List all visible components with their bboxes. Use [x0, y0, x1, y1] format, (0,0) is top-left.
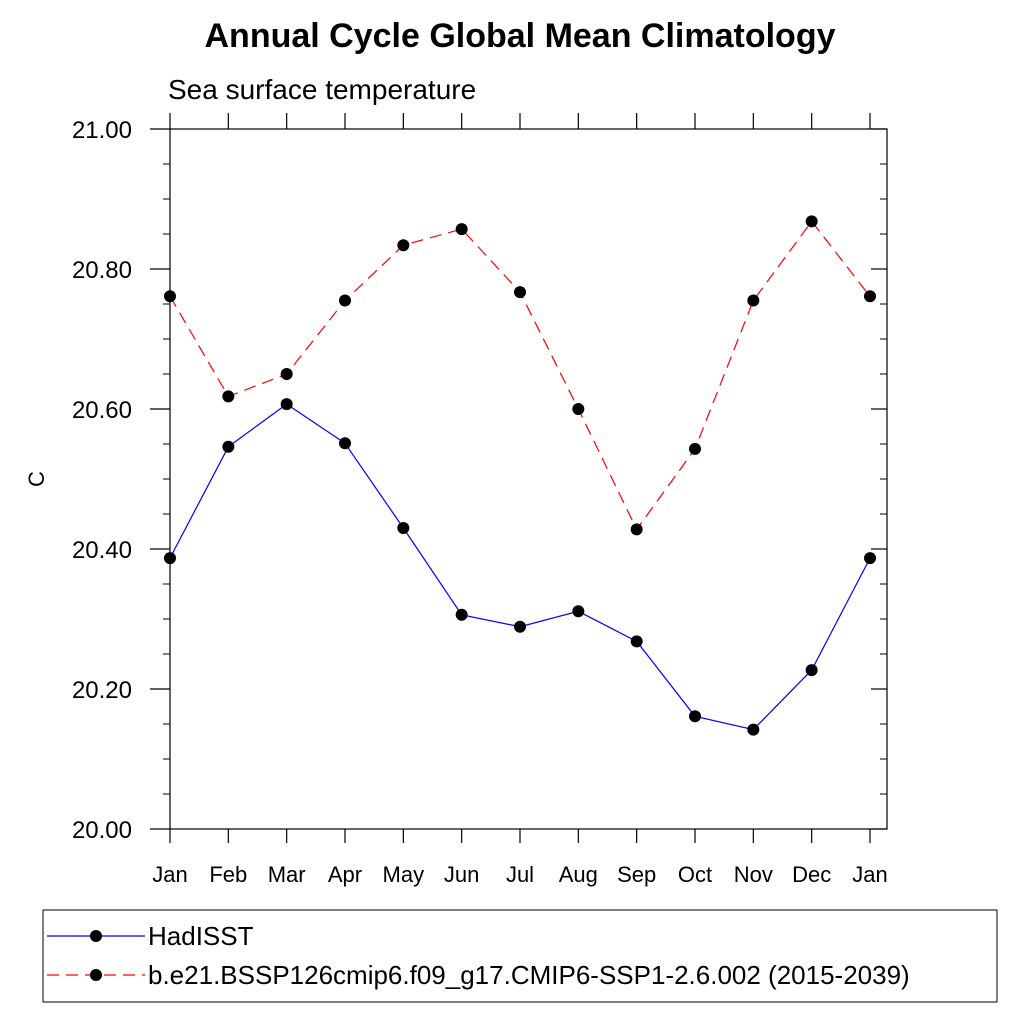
legend-marker-hadisst [90, 930, 102, 942]
series-0-point [572, 605, 585, 618]
series-0-point [747, 723, 760, 736]
series-0-point [397, 522, 410, 534]
x-tick-label: Feb [209, 862, 247, 887]
x-tick-label: Oct [678, 862, 712, 887]
series-1-point [280, 368, 293, 380]
series-0-point [280, 398, 293, 411]
legend-label-hadisst: HadISST [148, 921, 254, 951]
legend-label-model: b.e21.BSSP126cmip6.f09_g17.CMIP6-SSP1-2.… [148, 960, 910, 990]
legend: HadISST b.e21.BSSP126cmip6.f09_g17.CMIP6… [42, 909, 998, 1003]
y-tick-label: 20.80 [72, 257, 132, 284]
y-tick-label: 20.20 [72, 677, 132, 704]
x-tick-label: Mar [268, 862, 306, 887]
legend-marker-model [90, 969, 102, 981]
y-axis-ticks: 20.00 20.20 20.40 20.60 20.80 21.00 [72, 117, 887, 844]
y-tick-label: 20.60 [72, 397, 132, 424]
series-0-point [455, 608, 468, 621]
x-tick-label: Dec [792, 862, 831, 887]
x-tick-label: Apr [328, 862, 362, 887]
series-1-point [164, 290, 176, 303]
y-tick-label: 20.00 [72, 817, 132, 844]
chart-subtitle: Sea surface temperature [168, 74, 476, 105]
x-tick-label: Aug [559, 862, 598, 887]
x-axis-ticks: Jan Feb Mar Apr May Jun Jul Aug Sep Oct Nov Dec Jan [152, 113, 888, 887]
series-1-point [222, 390, 235, 403]
series-1-point [805, 215, 818, 228]
series-0-point [805, 664, 818, 677]
series-0-point [689, 710, 701, 723]
x-tick-label: Jul [506, 862, 534, 887]
series-0-point [514, 620, 526, 633]
series-1-point [397, 239, 410, 252]
series-1-point [572, 403, 585, 415]
series-1-point [689, 442, 701, 455]
x-tick-label: Jun [444, 862, 479, 887]
series-1-point [747, 294, 760, 307]
x-tick-label: Sep [617, 862, 656, 887]
x-tick-label: May [383, 862, 425, 887]
legend-box [42, 909, 998, 1003]
y-axis-label: C [24, 471, 49, 487]
series-1-point [514, 286, 526, 299]
y-tick-label: 21.00 [72, 117, 132, 144]
series-layer [164, 215, 876, 736]
x-tick-label: Nov [734, 862, 773, 887]
series-1-point [339, 294, 351, 307]
series-1-point [455, 223, 468, 236]
y-tick-label: 20.40 [72, 537, 132, 564]
chart-title: Annual Cycle Global Mean Climatology [205, 17, 836, 55]
series-1-point [864, 290, 876, 303]
series-0-point [864, 552, 876, 565]
x-tick-label: Jan [152, 862, 187, 887]
series-0-point [222, 440, 235, 453]
series-0-point [164, 552, 176, 565]
series-1-point [630, 523, 643, 536]
series-0-point [339, 437, 351, 450]
x-tick-label: Jan [852, 862, 887, 887]
series-0-point [630, 635, 643, 648]
